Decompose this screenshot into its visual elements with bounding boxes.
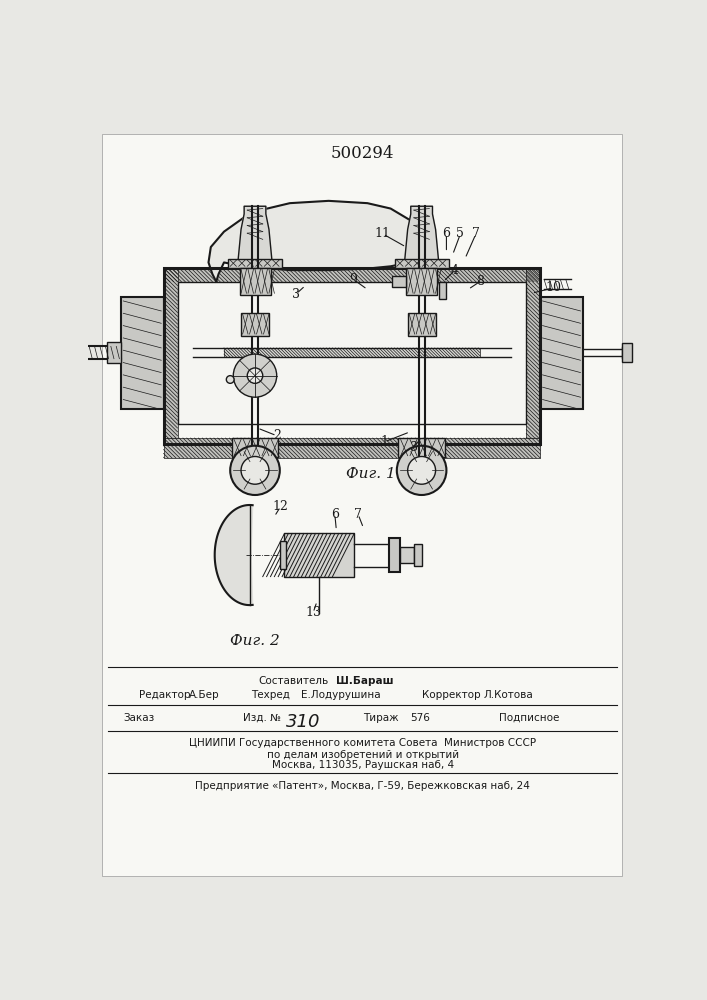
Text: Подписное: Подписное xyxy=(499,713,559,723)
Text: 5: 5 xyxy=(457,227,464,240)
Text: 7: 7 xyxy=(354,508,362,521)
Text: 310: 310 xyxy=(286,713,320,731)
Text: Москва, 113035, Раушская наб, 4: Москва, 113035, Раушская наб, 4 xyxy=(271,760,454,770)
Text: 10: 10 xyxy=(545,281,561,294)
Polygon shape xyxy=(397,206,446,262)
Text: по делам изобретений и открытий: по делам изобретений и открытий xyxy=(267,750,459,760)
Text: Редактор: Редактор xyxy=(139,690,190,700)
Bar xyxy=(621,343,633,362)
Text: А.Бер: А.Бер xyxy=(189,690,220,700)
Polygon shape xyxy=(209,201,423,282)
Text: Е.Лодурушина: Е.Лодурушина xyxy=(301,690,381,700)
Bar xyxy=(163,268,540,444)
Text: 9: 9 xyxy=(349,273,357,286)
Text: Фиг. 1: Фиг. 1 xyxy=(346,466,396,481)
Text: 3: 3 xyxy=(410,441,418,454)
Bar xyxy=(177,282,526,424)
Text: Составитель: Составитель xyxy=(258,676,329,686)
Text: 13: 13 xyxy=(305,606,321,619)
Bar xyxy=(398,438,445,457)
Text: 6: 6 xyxy=(331,508,339,521)
Text: Изд. №: Изд. № xyxy=(243,713,281,723)
Bar xyxy=(228,259,282,268)
Circle shape xyxy=(408,456,436,484)
Circle shape xyxy=(247,368,263,383)
Polygon shape xyxy=(215,505,252,605)
Bar xyxy=(121,297,163,409)
Bar xyxy=(395,259,449,268)
Bar xyxy=(232,438,279,457)
Text: 11: 11 xyxy=(375,227,391,240)
Bar xyxy=(438,282,446,299)
Bar xyxy=(163,268,177,438)
Text: 576: 576 xyxy=(410,713,430,723)
Text: 500294: 500294 xyxy=(331,145,395,162)
Bar xyxy=(163,438,540,458)
Text: Предприятие «Патент», Москва, Г-59, Бережковская наб, 24: Предприятие «Патент», Москва, Г-59, Бере… xyxy=(195,781,530,791)
Bar xyxy=(392,276,406,287)
Bar xyxy=(540,297,583,409)
Bar xyxy=(400,547,414,563)
Bar xyxy=(414,544,421,566)
Bar xyxy=(526,268,540,438)
Text: 2: 2 xyxy=(273,429,281,442)
Circle shape xyxy=(233,354,276,397)
Text: Л.Котова: Л.Котова xyxy=(484,690,533,700)
Text: 4: 4 xyxy=(451,264,459,277)
Bar xyxy=(163,268,540,282)
Bar xyxy=(240,268,271,295)
Text: 8: 8 xyxy=(476,275,484,288)
Circle shape xyxy=(230,446,280,495)
Circle shape xyxy=(241,456,269,484)
Text: 7: 7 xyxy=(472,227,480,240)
Bar xyxy=(406,268,437,295)
Bar xyxy=(389,538,400,572)
Text: Ш.Бараш: Ш.Бараш xyxy=(337,676,394,686)
Text: Заказ: Заказ xyxy=(123,713,155,723)
Text: ЦНИИПИ Государственного комитета Совета  Министров СССР: ЦНИИПИ Государственного комитета Совета … xyxy=(189,738,537,748)
Text: Тираж: Тираж xyxy=(363,713,399,723)
Text: 3: 3 xyxy=(292,288,300,301)
Bar xyxy=(224,348,480,357)
Text: Техред: Техред xyxy=(251,690,290,700)
Bar xyxy=(408,312,436,336)
Text: 12: 12 xyxy=(273,500,288,513)
Text: 6: 6 xyxy=(443,227,450,240)
Text: 1: 1 xyxy=(380,435,388,448)
Circle shape xyxy=(226,376,234,383)
Bar xyxy=(280,541,286,569)
Bar xyxy=(107,342,121,363)
Bar xyxy=(284,533,354,577)
Circle shape xyxy=(397,446,446,495)
Text: Корректор: Корректор xyxy=(421,690,480,700)
Bar xyxy=(241,312,269,336)
Polygon shape xyxy=(230,206,280,262)
Text: Фиг. 2: Фиг. 2 xyxy=(230,634,280,648)
